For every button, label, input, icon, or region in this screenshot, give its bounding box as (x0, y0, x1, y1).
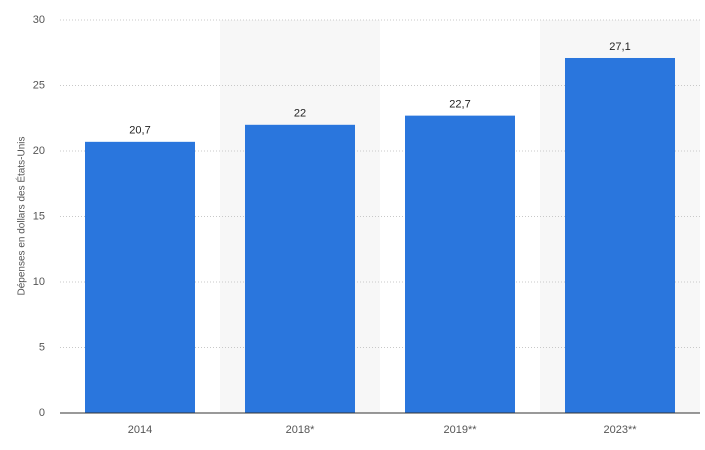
bar (405, 115, 515, 413)
value-label: 27,1 (609, 41, 630, 53)
y-tick-label: 25 (33, 79, 45, 91)
y-tick-label: 0 (39, 407, 45, 419)
x-tick-label: 2014 (128, 424, 152, 436)
y-tick-label: 20 (33, 145, 45, 157)
y-axis-label: Dépenses en dollars des États-Unis (15, 137, 28, 296)
bar (85, 141, 195, 413)
bar (565, 57, 675, 414)
y-tick-label: 10 (33, 276, 45, 288)
value-label: 20,7 (129, 125, 150, 137)
value-label: 22 (294, 108, 306, 120)
y-tick-label: 30 (33, 14, 45, 26)
x-tick-label: 2019** (443, 424, 477, 436)
x-tick-label: 2018* (286, 424, 315, 436)
value-label: 22,7 (449, 99, 470, 111)
y-tick-label: 15 (33, 210, 45, 222)
x-tick-label: 2023** (603, 424, 637, 436)
y-tick-label: 5 (39, 341, 45, 353)
bar (245, 124, 355, 414)
